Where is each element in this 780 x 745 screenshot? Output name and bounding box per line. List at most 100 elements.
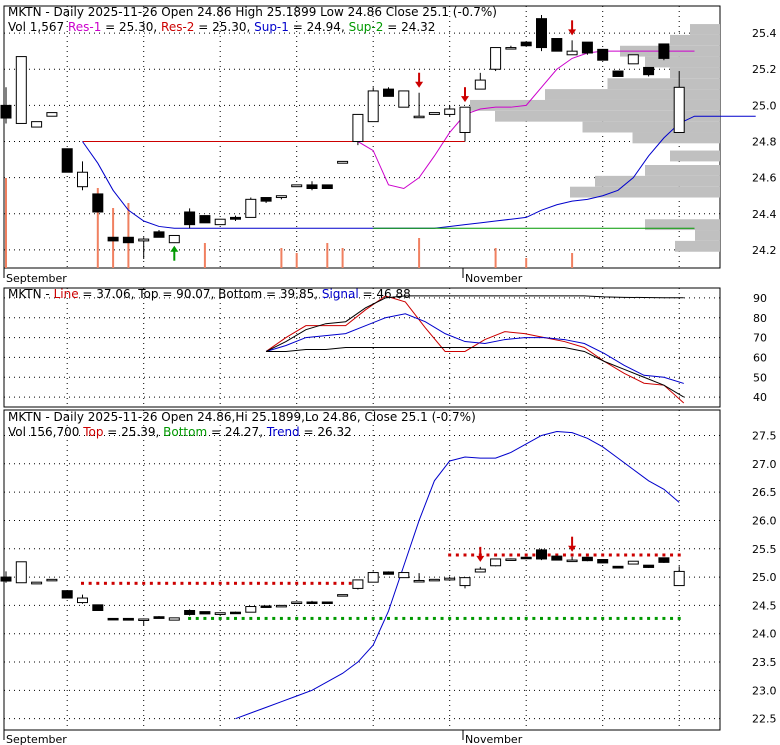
header-part: = 26.32 xyxy=(300,425,352,439)
volume-bar xyxy=(326,243,329,268)
header-part: MKTN - xyxy=(8,287,54,301)
bottom-line xyxy=(348,616,352,620)
bottom-line xyxy=(333,616,337,620)
candle-down xyxy=(61,590,73,599)
top-line-early xyxy=(149,581,153,585)
top-line-early xyxy=(195,581,199,585)
top-line-early xyxy=(333,581,337,585)
candle-down xyxy=(536,549,547,560)
top-line-early xyxy=(126,581,130,585)
candle-down xyxy=(597,48,609,61)
y-tick-label: 26.0 xyxy=(752,514,777,527)
top-line-early xyxy=(302,581,306,585)
bottom-line xyxy=(662,616,666,620)
bottom-line xyxy=(195,616,199,620)
candle-down xyxy=(383,88,394,97)
bottom-line xyxy=(654,616,658,620)
top-line-early xyxy=(256,581,260,585)
header-part: = 46.88 xyxy=(359,287,411,301)
price-header-line2: Vol 1,567 Res-1 = 25.30, Res-2 = 25.30, … xyxy=(8,20,435,34)
bottom-line xyxy=(639,616,643,620)
top-line-early xyxy=(218,581,222,585)
bottom-line xyxy=(402,616,406,620)
candle-down xyxy=(153,231,165,238)
y-tick-label: 25.0 xyxy=(752,571,777,584)
candle-up xyxy=(566,50,578,56)
candle-up xyxy=(138,238,150,242)
candle-up xyxy=(77,597,88,604)
bottom-line xyxy=(272,616,276,620)
y-tick-label: 25.0 xyxy=(752,99,777,112)
top-line xyxy=(547,553,551,557)
top-line xyxy=(662,553,666,557)
candle-down xyxy=(92,604,104,611)
volume-profile-bar xyxy=(632,132,720,144)
bottom-line xyxy=(448,616,452,620)
series-bottom xyxy=(266,347,685,398)
trend-line xyxy=(235,431,680,720)
y-tick-label: 80 xyxy=(753,312,767,325)
volume-profile-bar xyxy=(670,34,720,46)
candle-up xyxy=(15,561,27,584)
top-line-early xyxy=(318,581,322,585)
candle-up xyxy=(367,572,379,583)
top-line-early xyxy=(295,581,299,585)
x-tick-label: November xyxy=(465,272,523,285)
bottom-line xyxy=(341,616,345,620)
bottom-line xyxy=(211,616,215,620)
header-part: = 24.32 xyxy=(383,20,435,34)
bottom-line xyxy=(501,616,505,620)
candle-up xyxy=(459,577,471,587)
candle-down xyxy=(306,601,318,604)
y-tick-label: 24.6 xyxy=(752,172,777,185)
volume-profile-bar xyxy=(470,99,720,111)
bottom-line xyxy=(670,616,674,620)
header-part: Bottom xyxy=(163,425,207,439)
bottom-line xyxy=(432,616,436,620)
candle-down xyxy=(612,70,624,77)
arrow-up-icon xyxy=(170,245,179,252)
bottom-line xyxy=(486,616,490,620)
y-tick-label: 24.0 xyxy=(752,628,777,641)
volume-profile-bar xyxy=(607,78,720,90)
candle-up xyxy=(138,618,150,621)
top-line xyxy=(562,553,566,557)
top-line-early xyxy=(111,581,115,585)
candle-down xyxy=(321,601,333,604)
candle-down xyxy=(0,576,12,582)
y-tick-label: 26.5 xyxy=(752,486,777,499)
x-tick-label: November xyxy=(465,733,523,745)
volume-profile-bar xyxy=(690,24,720,35)
volume-bar xyxy=(341,248,344,268)
header-part: Signal xyxy=(322,287,359,301)
top-line-early xyxy=(234,581,237,585)
price-panel: 24.2 24.4 24.6 24.8 25.0 25.2 25.4 September No… xyxy=(0,5,777,285)
top-line-early xyxy=(88,581,92,585)
volume-profile-bar xyxy=(495,110,720,122)
volume-profile-bar xyxy=(595,175,720,187)
volume-profile-bar xyxy=(645,56,720,68)
candle-down xyxy=(184,211,196,226)
candle-up xyxy=(275,604,287,608)
top-line-early xyxy=(325,581,329,585)
bottom-line xyxy=(364,616,368,620)
bottom-line xyxy=(677,616,681,620)
y-tick-label: 27.0 xyxy=(752,458,777,471)
candle-up xyxy=(15,56,27,124)
volume-profile-bar xyxy=(645,219,720,231)
volume-bar xyxy=(525,258,528,268)
bottom-line xyxy=(455,616,459,620)
bottom-line xyxy=(249,616,253,620)
bottom-line xyxy=(241,616,245,620)
top-line xyxy=(608,553,612,557)
top-line xyxy=(585,553,589,557)
header-part: = 37.06, xyxy=(79,287,139,301)
top-line xyxy=(509,553,513,557)
candle-up xyxy=(459,106,471,133)
top-line-early xyxy=(188,581,192,585)
volume-profile-bar xyxy=(645,165,720,176)
top-line-early xyxy=(81,581,84,585)
candle-down xyxy=(230,611,241,615)
candle-up xyxy=(214,218,226,226)
